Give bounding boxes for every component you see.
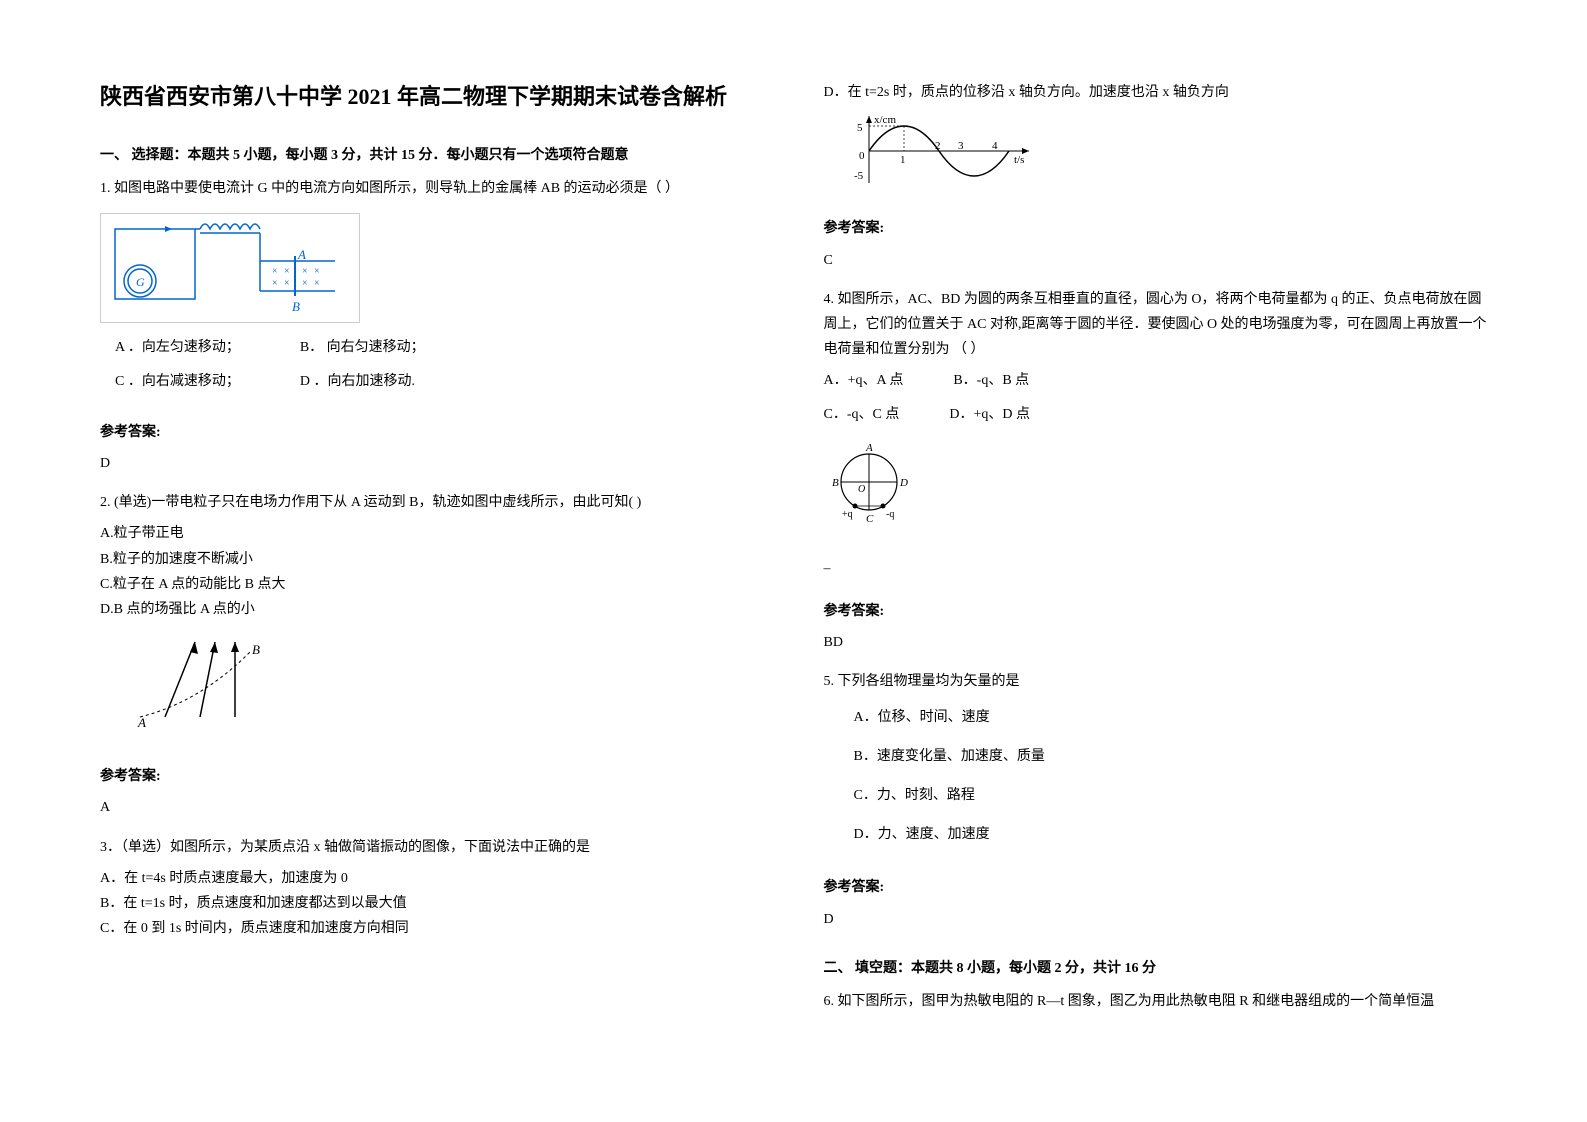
- q3-option-b: B．在 t=1s 时，质点速度和加速度都达到以最大值: [100, 891, 764, 916]
- q6-text: 6. 如下图所示，图甲为热敏电阻的 R—t 图象，图乙为用此热敏电阻 R 和继电…: [824, 989, 1488, 1014]
- q4-a-label: A: [865, 442, 873, 454]
- q2-answer-label: 参考答案:: [100, 764, 764, 789]
- q1-option-d: D ．向右加速移动.: [300, 369, 415, 394]
- question-1: 1. 如图电路中要使电流计 G 中的电流方向如图所示，则导轨上的金属棒 AB 的…: [100, 176, 764, 402]
- question-5: 5. 下列各组物理量均为矢量的是 A．位移、时间、速度 B．速度变化量、加速度、…: [824, 669, 1488, 857]
- q4-o-label: O: [858, 484, 865, 495]
- section-1-header: 一、 选择题：本题共 5 小题，每小题 3 分，共计 15 分．每小题只有一个选…: [100, 143, 764, 168]
- q4-answer: BD: [824, 630, 1488, 655]
- q4-answer-label: 参考答案:: [824, 599, 1488, 624]
- svg-text:×: ×: [284, 266, 290, 277]
- question-3: 3．（单选）如图所示，为某质点沿 x 轴做简谐振动的图像，下面说法中正确的是 A…: [100, 835, 764, 942]
- section-2-header: 二、 填空题：本题共 8 小题，每小题 2 分，共计 16 分: [824, 956, 1488, 981]
- q4-d-label: D: [899, 477, 908, 489]
- field-svg: A B: [130, 632, 280, 727]
- question-6: 6. 如下图所示，图甲为热敏电阻的 R—t 图象，图乙为用此热敏电阻 R 和继电…: [824, 989, 1488, 1020]
- question-2: 2. (单选)一带电粒子只在电场力作用下从 A 运动到 B，轨迹如图中虚线所示，…: [100, 490, 764, 746]
- q1-circuit-diagram: G A B × × × × × ×: [100, 213, 360, 323]
- svg-text:×: ×: [272, 278, 278, 289]
- q4-circle-diagram: A B C D O +q -q: [824, 437, 1488, 546]
- q2-option-a: A.粒子带正电: [100, 521, 764, 546]
- q2-option-b: B.粒子的加速度不断减小: [100, 547, 764, 572]
- svg-text:×: ×: [284, 278, 290, 289]
- svg-text:×: ×: [302, 266, 308, 277]
- q3-xlabel: t/s: [1014, 154, 1024, 166]
- q2-b-label: B: [252, 642, 260, 657]
- q5-text: 5. 下列各组物理量均为矢量的是: [824, 669, 1488, 694]
- g-label: G: [136, 275, 145, 289]
- q3-answer-label: 参考答案:: [824, 216, 1488, 241]
- q5-option-a: A．位移、时间、速度: [854, 705, 1488, 730]
- q3-sine-diagram: x/cm t/s 5 0 -5 1 2 3 4: [844, 111, 1488, 200]
- q3-option-c: C．在 0 到 1s 时间内，质点速度和加速度方向相同: [100, 916, 764, 941]
- q1-answer-label: 参考答案:: [100, 420, 764, 445]
- q5-option-d: D．力、速度、加速度: [854, 822, 1488, 847]
- circuit-svg: G A B × × × × × ×: [110, 221, 350, 316]
- q4-dash: –: [824, 556, 1488, 581]
- q1-option-c: C ．向右减速移动；: [115, 369, 240, 394]
- q3-xtick-4: 4: [992, 140, 998, 152]
- q1-option-a: A ．向左匀速移动；: [115, 335, 240, 360]
- q2-field-diagram: A B: [130, 632, 764, 736]
- q4-option-d: D．+q、D 点: [949, 402, 1030, 427]
- sine-svg: x/cm t/s 5 0 -5 1 2 3 4: [844, 111, 1044, 191]
- q2-text: 2. (单选)一带电粒子只在电场力作用下从 A 运动到 B，轨迹如图中虚线所示，…: [100, 490, 764, 515]
- a-label: A: [297, 247, 306, 262]
- q2-a-label: A: [137, 715, 146, 727]
- q2-option-d: D.B 点的场强比 A 点的小: [100, 597, 764, 622]
- q3-ytick-5: 5: [857, 122, 863, 134]
- q4-plusq-label: +q: [842, 509, 853, 520]
- q3-option-a: A．在 t=4s 时质点速度最大，加速度为 0: [100, 866, 764, 891]
- q3-xtick-2: 2: [935, 140, 941, 152]
- q3-text: 3．（单选）如图所示，为某质点沿 x 轴做简谐振动的图像，下面说法中正确的是: [100, 835, 764, 860]
- q4-option-c: C．-q、C 点: [824, 402, 900, 427]
- q5-option-b: B．速度变化量、加速度、质量: [854, 744, 1488, 769]
- q3-option-d: D．在 t=2s 时，质点的位移沿 x 轴负方向。加速度也沿 x 轴负方向: [824, 80, 1488, 105]
- q3-xtick-1: 1: [900, 154, 906, 166]
- svg-text:×: ×: [314, 278, 320, 289]
- q1-answer: D: [100, 451, 764, 476]
- q3-xtick-3: 3: [958, 140, 964, 152]
- q4-b-label: B: [832, 477, 839, 489]
- svg-text:×: ×: [314, 266, 320, 277]
- left-column: 陕西省西安市第八十中学 2021 年高二物理下学期期末试卷含解析 一、 选择题：…: [100, 80, 764, 1082]
- svg-text:×: ×: [302, 278, 308, 289]
- q5-answer: D: [824, 907, 1488, 932]
- q1-option-b: B． 向右匀速移动；: [300, 335, 425, 360]
- q4-option-a: A．+q、A 点: [824, 368, 904, 393]
- q4-minusq-label: -q: [886, 509, 894, 520]
- q4-text: 4. 如图所示，AC、BD 为圆的两条互相垂直的直径，圆心为 O，将两个电荷量都…: [824, 287, 1488, 363]
- q5-option-c: C．力、时刻、路程: [854, 783, 1488, 808]
- q3-ytick-0: 0: [859, 150, 865, 162]
- q3-ylabel: x/cm: [874, 114, 896, 126]
- document-title: 陕西省西安市第八十中学 2021 年高二物理下学期期末试卷含解析: [100, 80, 764, 113]
- q4-c-label: C: [866, 513, 874, 525]
- right-column: D．在 t=2s 时，质点的位移沿 x 轴负方向。加速度也沿 x 轴负方向 x/…: [824, 80, 1488, 1082]
- svg-text:×: ×: [272, 266, 278, 277]
- q5-answer-label: 参考答案:: [824, 875, 1488, 900]
- q2-answer: A: [100, 795, 764, 820]
- q3-answer: C: [824, 248, 1488, 273]
- b-label: B: [292, 299, 300, 314]
- q1-text: 1. 如图电路中要使电流计 G 中的电流方向如图所示，则导轨上的金属棒 AB 的…: [100, 176, 764, 201]
- circle-svg: A B C D O +q -q: [824, 437, 924, 537]
- q3-ytick-neg5: -5: [854, 170, 864, 182]
- q4-option-b: B．-q、B 点: [953, 368, 1029, 393]
- question-4: 4. 如图所示，AC、BD 为圆的两条互相垂直的直径，圆心为 O，将两个电荷量都…: [824, 287, 1488, 581]
- q2-option-c: C.粒子在 A 点的动能比 B 点大: [100, 572, 764, 597]
